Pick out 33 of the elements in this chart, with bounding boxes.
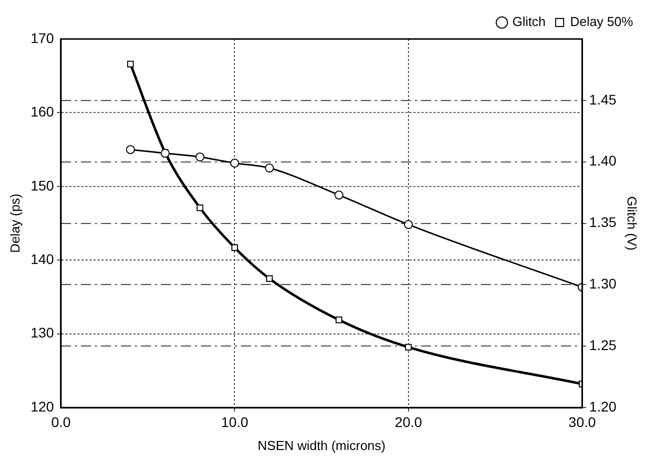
point [264, 164, 274, 173]
y-tick-label: 160 [30, 104, 54, 120]
x-tick-label: 0.0 [51, 414, 71, 430]
point [230, 158, 240, 168]
y2-tick-label: 1.20 [589, 398, 617, 414]
y2-tick-label: 1.40 [589, 152, 617, 169]
point [404, 220, 413, 230]
x-axis-title: NSEN width (microns) [258, 438, 386, 453]
x-tick-label: 10.0 [221, 414, 249, 430]
y-tick-label: 120 [30, 398, 54, 414]
y-tick-label: 130 [30, 324, 54, 341]
point [336, 316, 342, 324]
point [126, 145, 135, 154]
point [127, 60, 134, 68]
point [231, 244, 238, 251]
y-tick-label: 170 [30, 30, 54, 46]
point [405, 344, 412, 350]
point [266, 275, 273, 282]
point [195, 152, 204, 162]
point [334, 190, 344, 200]
y2-tick-label: 1.30 [589, 276, 617, 292]
point [196, 204, 204, 212]
y-tick-label: 140 [30, 251, 54, 268]
legend-label: Delay 50% [570, 14, 634, 30]
x-tick-label: 30.0 [568, 414, 596, 430]
y2-axis-title: Glitch (V) [624, 196, 640, 250]
y-axis-title: Delay (ps) [7, 194, 22, 253]
y2-tick-label: 1.35 [589, 214, 617, 230]
legend-label: Glitch [512, 14, 546, 30]
y-tick-label: 150 [30, 177, 54, 194]
y2-tick-label: 1.45 [589, 91, 617, 108]
y2-tick-label: 1.25 [589, 337, 617, 354]
x-tick-label: 20.0 [394, 414, 422, 430]
